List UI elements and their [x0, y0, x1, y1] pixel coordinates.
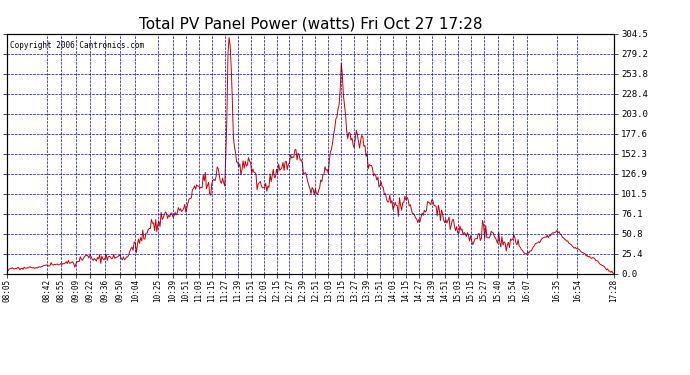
Text: Copyright 2006 Cantronics.com: Copyright 2006 Cantronics.com	[10, 41, 144, 50]
Title: Total PV Panel Power (watts) Fri Oct 27 17:28: Total PV Panel Power (watts) Fri Oct 27 …	[139, 16, 482, 31]
